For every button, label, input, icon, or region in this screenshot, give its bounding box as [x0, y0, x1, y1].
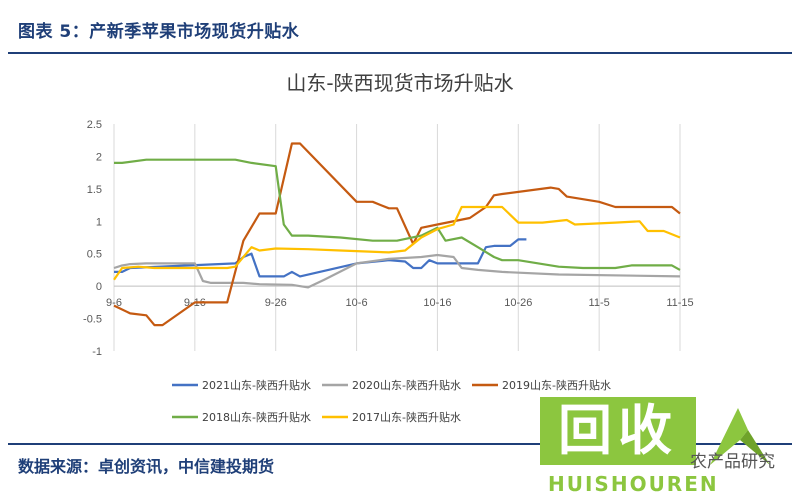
series-line	[113, 142, 681, 327]
series-line	[114, 158, 681, 271]
chart-title: 山东-陕西现货市场升贴水	[286, 71, 513, 95]
x-tick-label: 9-26	[265, 297, 287, 309]
x-tick-label: 10-26	[504, 297, 532, 309]
legend-label: 2019山东-陕西升贴水	[502, 378, 611, 392]
leaf-icon	[710, 408, 770, 465]
chart-legend: 2021山东-陕西升贴水 2020山东-陕西升贴水 2019山东-陕西升贴水 2018…	[172, 378, 611, 424]
x-tick-label: 11-5	[589, 297, 610, 309]
y-tick-label: 1	[96, 216, 102, 228]
y-tick-label: 2	[96, 151, 102, 163]
x-tick-label: 10-16	[423, 297, 451, 309]
y-tick-label: 2.5	[87, 119, 102, 131]
x-tick-label: 9-6	[106, 297, 122, 309]
chart-series	[113, 142, 681, 327]
top-rule	[8, 52, 792, 54]
chart-grid	[113, 124, 681, 351]
line-chart: 山东-陕西现货市场升贴水 2.521.510.50-0.5-1 9-6 9-16 9…	[83, 71, 694, 424]
watermark-subtext: HUISHOUREN	[548, 472, 719, 496]
legend-label: 2017山东-陕西升贴水	[352, 410, 461, 424]
series-line	[113, 205, 681, 281]
figure-title: 图表 5：产新季苹果市场现货升贴水	[18, 22, 300, 42]
watermark-logo: 回收	[540, 397, 696, 465]
bottom-rule	[8, 443, 792, 445]
y-tick-label: 1.5	[87, 184, 102, 196]
y-tick-label: -1	[92, 346, 102, 358]
series-line	[114, 238, 527, 278]
series-line	[113, 253, 681, 289]
y-axis-ticks: 2.5 2 1.5 1 0.5 0 -0.5 -1	[83, 119, 102, 358]
watermark-tail-text: 农产品研究	[690, 452, 775, 472]
legend-label: 2020山东-陕西升贴水	[352, 378, 461, 392]
x-axis-ticks: 9-6 9-16 9-26 10-6 10-16 10-26 11-5 11-15	[106, 297, 694, 309]
y-tick-label: 0.5	[87, 249, 102, 261]
y-tick-label: -0.5	[83, 314, 102, 326]
legend-label: 2018山东-陕西升贴水	[202, 410, 311, 424]
legend-label: 2021山东-陕西升贴水	[202, 378, 311, 392]
y-tick-label: 0	[96, 281, 102, 293]
x-tick-label: 11-15	[666, 297, 693, 309]
x-tick-label: 10-6	[346, 297, 368, 309]
data-source-note: 数据来源：卓创资讯，中信建投期货	[18, 457, 275, 476]
